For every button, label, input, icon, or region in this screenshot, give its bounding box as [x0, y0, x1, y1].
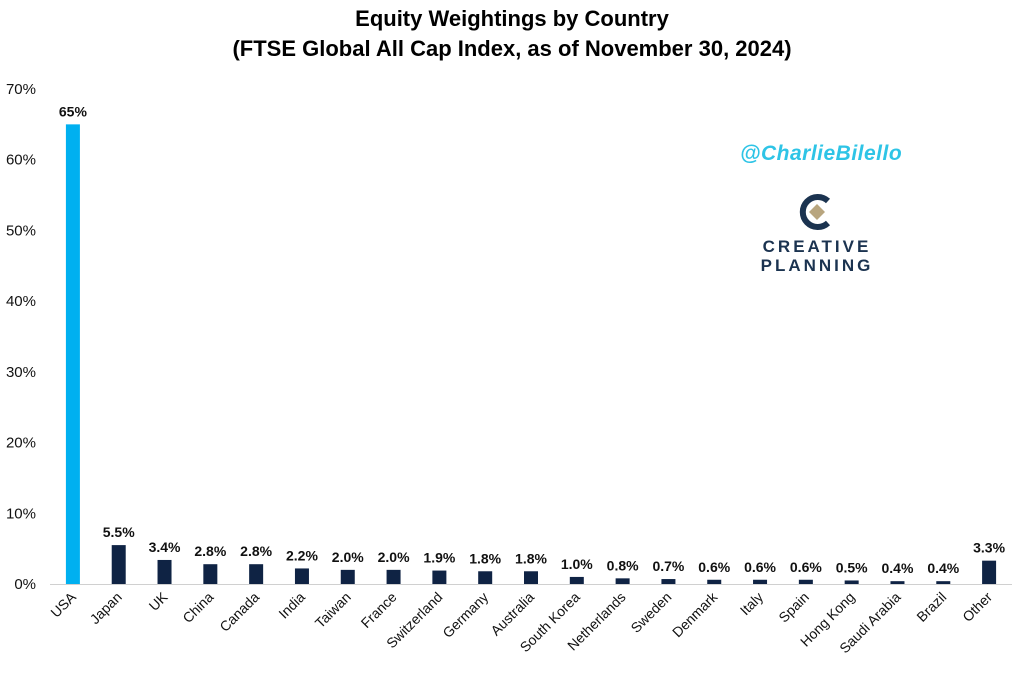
data-label: 1.8% [469, 550, 501, 566]
y-tick-label: 0% [14, 576, 36, 593]
bar [524, 571, 538, 584]
data-label: 0.6% [698, 559, 730, 575]
data-label: 2.0% [332, 549, 364, 565]
bar [890, 581, 905, 584]
bar [615, 578, 630, 584]
data-label: 0.4% [927, 560, 959, 576]
x-tick-label: USA [47, 588, 79, 620]
logo-text-line1: CREATIVE [762, 237, 872, 256]
data-label: 0.6% [790, 559, 822, 575]
x-tick-label: India [275, 589, 308, 622]
x-tick-label: China [179, 589, 216, 626]
x-tick-label: Other [959, 589, 995, 625]
data-label: 0.8% [607, 557, 639, 573]
bar [111, 545, 126, 584]
x-tick-label: UK [146, 588, 172, 614]
x-tick-label: Taiwan [312, 589, 354, 631]
x-tick-label: Denmark [669, 588, 721, 640]
y-tick-label: 40% [6, 293, 36, 310]
bar [569, 576, 584, 584]
bar [798, 579, 813, 584]
bar [157, 559, 172, 584]
y-tick-label: 30% [6, 364, 36, 381]
y-tick-label: 50% [6, 222, 36, 239]
data-label: 1.0% [561, 556, 593, 572]
x-tick-label: Japan [87, 589, 125, 627]
data-label: 0.6% [744, 559, 776, 575]
bar [753, 579, 768, 584]
y-tick-label: 60% [6, 152, 36, 169]
bar [203, 564, 218, 584]
x-tick-label: Italy [737, 589, 766, 618]
data-label: 5.5% [103, 524, 135, 540]
data-label: 2.8% [194, 543, 226, 559]
data-label: 0.5% [836, 559, 868, 575]
chart-subtitle: (FTSE Global All Cap Index, as of Novemb… [232, 36, 792, 61]
x-tick-label: Sweden [627, 589, 674, 636]
data-label: 1.9% [423, 550, 455, 566]
creative-planning-c-icon [799, 194, 831, 230]
chart-title: Equity Weightings by Country [355, 6, 669, 31]
data-label: 2.8% [240, 543, 272, 559]
data-label: 3.3% [973, 540, 1005, 556]
x-tick-label: France [358, 589, 400, 631]
x-tick-label: Canada [216, 589, 262, 635]
data-label: 65% [59, 103, 88, 119]
bar [65, 124, 80, 584]
twitter-handle: @CharlieBilello [740, 142, 903, 165]
data-label: 0.4% [882, 560, 914, 576]
data-label: 2.2% [286, 547, 318, 563]
x-tick-label: Spain [775, 589, 812, 626]
bar [294, 568, 309, 584]
bar [936, 581, 951, 584]
bar [707, 579, 722, 584]
bar [478, 571, 493, 584]
y-tick-label: 20% [6, 435, 36, 452]
y-tick-label: 70% [6, 81, 36, 98]
bar [661, 579, 676, 584]
bar [432, 570, 447, 584]
data-label: 1.8% [515, 550, 547, 566]
logo-text-line2: PLANNING [760, 256, 874, 275]
bar [982, 560, 997, 584]
data-label: 0.7% [652, 558, 684, 574]
x-tick-label: Brazil [913, 589, 949, 625]
bar [386, 569, 401, 584]
bar [249, 564, 264, 584]
creative-planning-logo: CREATIVE PLANNING [752, 192, 882, 275]
bar [340, 569, 355, 584]
y-tick-label: 10% [6, 505, 36, 522]
data-label: 2.0% [378, 549, 410, 565]
x-tick-label: Germany [439, 589, 491, 641]
bar [844, 580, 859, 584]
data-label: 3.4% [149, 539, 181, 555]
